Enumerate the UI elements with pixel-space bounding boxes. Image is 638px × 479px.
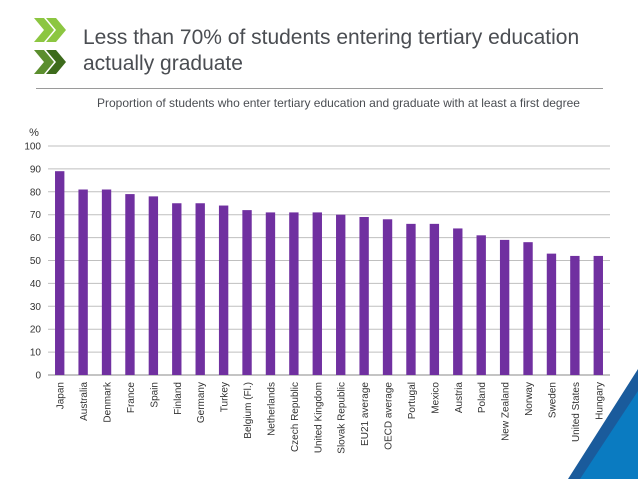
bar: [453, 228, 463, 375]
bar: [406, 223, 416, 375]
y-tick-label: 10: [30, 348, 42, 359]
x-axis-labels: Japan Australia Denmark France Spain Finland G…: [56, 381, 606, 454]
bar: [523, 242, 533, 375]
x-tick-label: France: [126, 382, 137, 414]
bar: [55, 171, 65, 375]
x-tick-label: Norway: [524, 382, 535, 416]
y-tick-label: 40: [30, 279, 42, 290]
bar: [312, 212, 322, 375]
x-tick-label: United States: [571, 382, 582, 442]
bar: [218, 205, 229, 375]
y-tick-label: 70: [30, 210, 42, 221]
x-tick-label: Portugal: [407, 382, 418, 419]
x-tick-label: Denmark: [103, 381, 114, 423]
x-tick-label: Belgium (Fl.): [243, 382, 254, 439]
y-tick-label: 50: [30, 256, 42, 267]
x-tick-label: New Zealand: [501, 382, 512, 441]
logo-chevron-3: [34, 50, 54, 74]
chart-title: Proportion of students who enter tertiar…: [97, 96, 580, 110]
x-tick-label: Finland: [173, 382, 184, 415]
x-tick-label: OECD average: [384, 382, 395, 450]
y-tick-label: 20: [30, 325, 42, 336]
x-tick-label: Turkey: [220, 382, 231, 412]
x-tick-label: Slovak Republic: [337, 382, 348, 454]
x-tick-label: Mexico: [430, 382, 441, 414]
corner-decoration: [568, 369, 638, 479]
y-tick-label: 90: [30, 164, 42, 175]
x-tick-label: Spain: [149, 382, 160, 408]
y-tick-label: 60: [30, 233, 42, 244]
x-tick-label: Austria: [454, 382, 465, 414]
bar: [125, 194, 135, 375]
x-tick-label: Hungary: [594, 382, 605, 420]
y-tick-label: 100: [24, 142, 41, 153]
x-tick-label: Japan: [56, 382, 67, 409]
bar: [336, 214, 346, 375]
corner-shape-front: [580, 391, 638, 479]
bar: [476, 235, 486, 375]
slide-title: Less than 70% of students entering terti…: [83, 26, 580, 75]
y-axis-label: %: [29, 127, 39, 139]
bar: [148, 196, 159, 375]
bar: [172, 203, 182, 375]
y-tick-label: 30: [30, 302, 42, 313]
x-tick-label: Netherlands: [266, 382, 277, 436]
bar: [429, 223, 440, 375]
bar: [593, 255, 603, 375]
bar: [359, 216, 369, 375]
x-tick-label: Sweden: [547, 382, 558, 418]
oecd-logo: [34, 18, 66, 74]
x-tick-label: Australia: [79, 382, 90, 421]
y-axis-ticks: 0 10 20 30 40 50 60 70 80 90 100: [24, 142, 41, 382]
y-tick-label: 80: [30, 187, 42, 198]
bar: [570, 255, 580, 375]
y-tick-label: 0: [35, 371, 41, 382]
logo-chevron-1: [34, 18, 54, 42]
x-tick-label: Czech Republic: [290, 382, 301, 452]
x-tick-label: EU21 average: [360, 382, 371, 446]
bar: [546, 253, 557, 375]
bar: [499, 239, 510, 375]
bar: [265, 212, 276, 375]
bar: [195, 203, 205, 375]
title-divider: [36, 88, 603, 89]
bar: [78, 189, 88, 375]
bar: [289, 212, 299, 375]
bar: [101, 189, 112, 375]
bar: [242, 210, 252, 375]
chart-gridlines: [48, 145, 610, 376]
chart-bars: [55, 171, 603, 375]
x-tick-label: Germany: [196, 382, 207, 423]
x-tick-label: Poland: [477, 382, 488, 413]
logo-chevron-4: [46, 50, 66, 74]
bar: [382, 219, 393, 375]
x-tick-label: United Kingdom: [313, 382, 324, 453]
logo-chevron-2: [46, 18, 66, 42]
